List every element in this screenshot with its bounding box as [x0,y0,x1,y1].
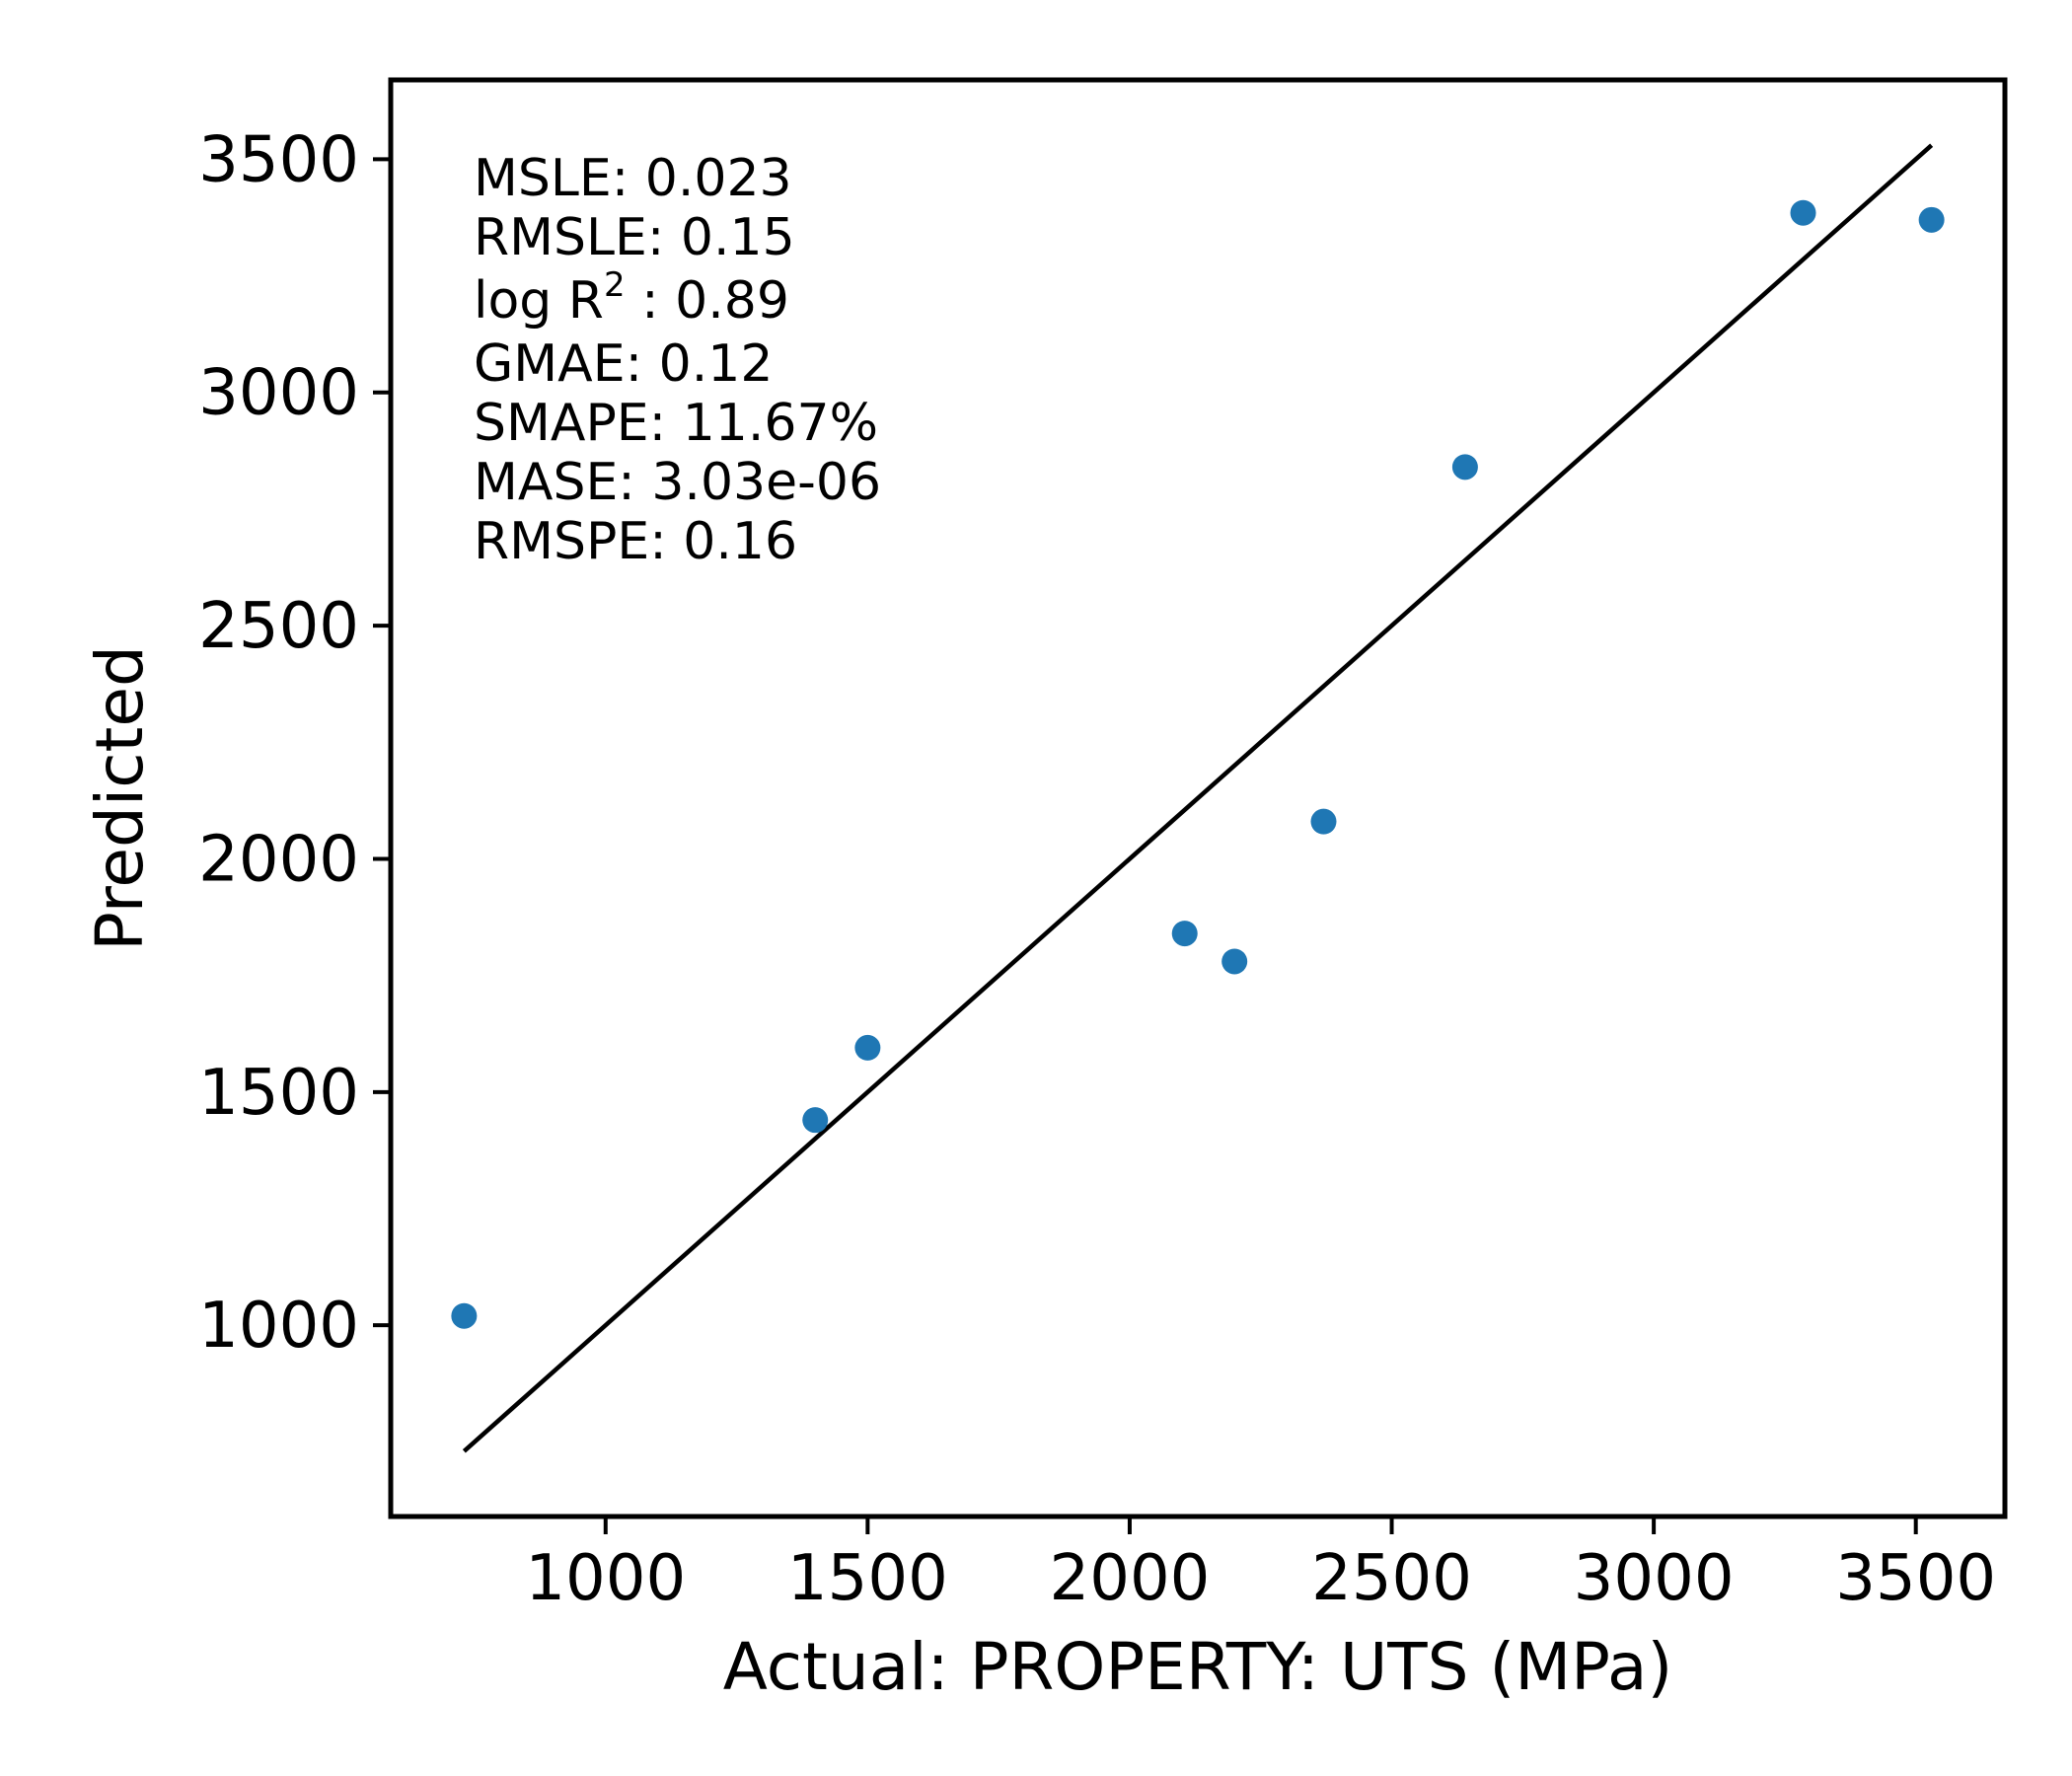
y-tick-label-3500: 3500 [198,123,359,196]
x-tick-label-1000: 1000 [525,1542,686,1615]
data-point-4 [1171,921,1198,947]
data-points [451,199,1945,1329]
data-point-6 [1310,808,1337,835]
data-point-7 [1451,454,1478,481]
x-tick-label-3000: 3000 [1574,1542,1735,1615]
y-tick-label-2000: 2000 [198,823,359,896]
data-point-2 [802,1107,829,1134]
metric-rmsle: RMSLE: 0.15 [474,208,795,267]
y-tick-label-2500: 2500 [198,590,359,663]
metric-log-r2-sup: 2 [604,265,626,305]
data-point-8 [1790,199,1816,226]
metric-log-r2-prefix: log R [474,271,604,331]
plot-frame [388,77,2008,1519]
x-tick-label-2000: 2000 [1050,1542,1211,1615]
reference-line-group [462,143,1934,1453]
data-point-1 [451,1302,478,1329]
data-point-9 [1918,206,1945,233]
metric-msle: MSLE: 0.023 [474,149,792,208]
x-tick-label-3500: 3500 [1835,1542,1996,1615]
metrics-annotation: MSLE: 0.023 RMSLE: 0.15 log R2 : 0.89 GM… [474,149,881,571]
tick-group: 1000 1500 2000 2500 3000 3500 1000 1500 2000 2500… [198,123,1996,1615]
metric-rmspe: RMSPE: 0.16 [474,512,797,571]
metric-mase: MASE: 3.03e-06 [474,453,881,512]
data-point-5 [1221,948,1248,975]
x-tick-label-2500: 2500 [1311,1542,1472,1615]
metric-log-r2: log R2 : 0.89 [474,265,789,331]
data-point-3 [854,1034,881,1061]
identity-line [462,143,1934,1453]
metric-smape: SMAPE: 11.67% [474,394,878,453]
y-tick-label-1000: 1000 [198,1290,359,1363]
x-tick-label-1500: 1500 [787,1542,948,1615]
metric-log-r2-suffix: : 0.89 [626,271,789,331]
y-axis-label: Predicted [82,645,158,951]
x-axis-label: Actual: PROPERTY: UTS (MPa) [723,1629,1672,1705]
y-tick-label-1500: 1500 [198,1057,359,1130]
metric-gmae: GMAE: 0.12 [474,334,773,394]
y-tick-label-3000: 3000 [198,357,359,430]
